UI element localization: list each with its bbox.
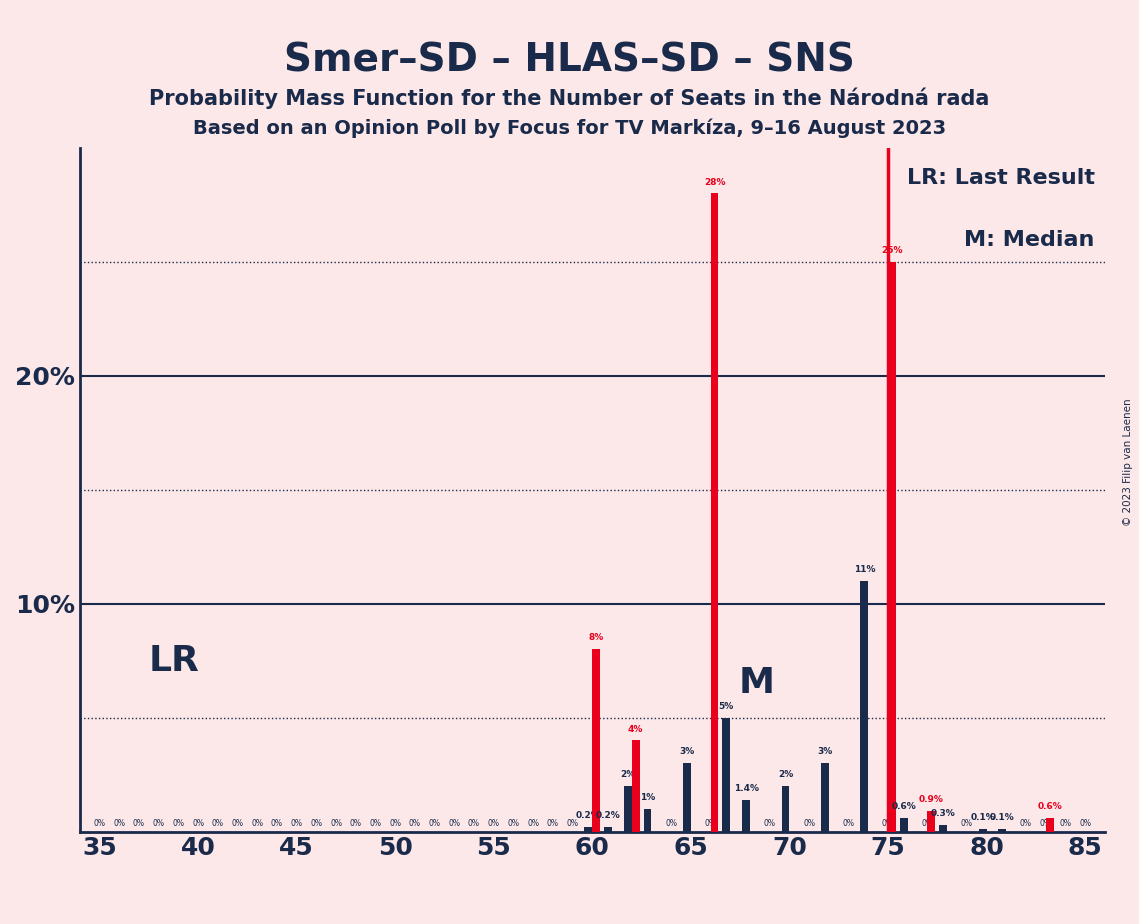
Text: 0%: 0% <box>547 820 559 828</box>
Text: 0%: 0% <box>1040 820 1051 828</box>
Text: 0%: 0% <box>803 820 816 828</box>
Text: 0%: 0% <box>843 820 854 828</box>
Text: 0%: 0% <box>153 820 164 828</box>
Text: LR: LR <box>149 644 199 677</box>
Text: © 2023 Filip van Laenen: © 2023 Filip van Laenen <box>1123 398 1133 526</box>
Text: 0.2%: 0.2% <box>576 811 600 821</box>
Text: 0%: 0% <box>113 820 125 828</box>
Text: 0%: 0% <box>290 820 303 828</box>
Text: 0.6%: 0.6% <box>1038 802 1062 811</box>
Text: 25%: 25% <box>882 246 903 255</box>
Text: 1.4%: 1.4% <box>734 784 759 793</box>
Text: 0%: 0% <box>508 820 519 828</box>
Text: Smer–SD – HLAS–SD – SNS: Smer–SD – HLAS–SD – SNS <box>284 42 855 79</box>
Text: 0%: 0% <box>882 820 894 828</box>
Text: 3%: 3% <box>818 748 833 757</box>
Bar <box>978 830 986 832</box>
Text: 0%: 0% <box>764 820 776 828</box>
Bar <box>604 827 612 832</box>
Text: 0%: 0% <box>271 820 282 828</box>
Text: 0%: 0% <box>921 820 933 828</box>
Bar <box>781 786 789 832</box>
Text: 0%: 0% <box>172 820 185 828</box>
Text: 11%: 11% <box>853 565 875 574</box>
Text: 0%: 0% <box>330 820 342 828</box>
Text: 1%: 1% <box>640 793 655 802</box>
Text: 0%: 0% <box>350 820 362 828</box>
Bar <box>632 740 640 832</box>
Bar <box>821 763 829 832</box>
Text: 0%: 0% <box>487 820 500 828</box>
Text: 0%: 0% <box>566 820 579 828</box>
Text: 0%: 0% <box>1079 820 1091 828</box>
Text: 0.1%: 0.1% <box>990 813 1015 822</box>
Text: 0%: 0% <box>409 820 420 828</box>
Bar <box>624 786 632 832</box>
Bar <box>888 261 896 832</box>
Text: 0%: 0% <box>133 820 145 828</box>
Bar <box>743 799 749 832</box>
Text: 0%: 0% <box>665 820 677 828</box>
Text: 0%: 0% <box>449 820 460 828</box>
Text: 0%: 0% <box>369 820 382 828</box>
Bar <box>999 830 1006 832</box>
Text: 0%: 0% <box>231 820 244 828</box>
Text: 2%: 2% <box>620 771 636 779</box>
Bar <box>900 818 908 832</box>
Text: 0.3%: 0.3% <box>931 808 956 818</box>
Bar <box>722 718 730 832</box>
Bar <box>592 650 600 832</box>
Text: 8%: 8% <box>589 634 604 642</box>
Text: 0.6%: 0.6% <box>892 802 916 811</box>
Text: 0%: 0% <box>390 820 401 828</box>
Text: LR: Last Result: LR: Last Result <box>907 168 1095 188</box>
Bar <box>683 763 691 832</box>
Text: 0%: 0% <box>212 820 223 828</box>
Bar <box>584 827 592 832</box>
Text: 0%: 0% <box>468 820 480 828</box>
Text: 0%: 0% <box>310 820 322 828</box>
Text: M: M <box>738 666 775 700</box>
Bar <box>927 811 935 832</box>
Text: 5%: 5% <box>719 702 734 711</box>
Bar <box>860 581 868 832</box>
Text: 3%: 3% <box>679 748 695 757</box>
Bar <box>940 825 948 832</box>
Text: 0%: 0% <box>192 820 204 828</box>
Text: 0%: 0% <box>93 820 106 828</box>
Text: 0%: 0% <box>527 820 539 828</box>
Text: 4%: 4% <box>628 724 644 734</box>
Bar <box>644 808 652 832</box>
Text: 0%: 0% <box>961 820 973 828</box>
Text: 0%: 0% <box>705 820 716 828</box>
Text: M: Median: M: Median <box>965 230 1095 249</box>
Text: 28%: 28% <box>704 177 726 187</box>
Text: 0%: 0% <box>252 820 263 828</box>
Text: 2%: 2% <box>778 771 793 779</box>
Text: 0.1%: 0.1% <box>970 813 995 822</box>
Text: 0.9%: 0.9% <box>919 796 944 804</box>
Text: 0%: 0% <box>1021 820 1032 828</box>
Bar <box>711 193 719 832</box>
Text: Based on an Opinion Poll by Focus for TV Markíza, 9–16 August 2023: Based on an Opinion Poll by Focus for TV… <box>192 118 947 138</box>
Text: Probability Mass Function for the Number of Seats in the Národná rada: Probability Mass Function for the Number… <box>149 88 990 109</box>
Bar <box>1046 818 1054 832</box>
Text: 0%: 0% <box>1059 820 1072 828</box>
Text: 0.2%: 0.2% <box>596 811 621 821</box>
Text: 0%: 0% <box>428 820 441 828</box>
